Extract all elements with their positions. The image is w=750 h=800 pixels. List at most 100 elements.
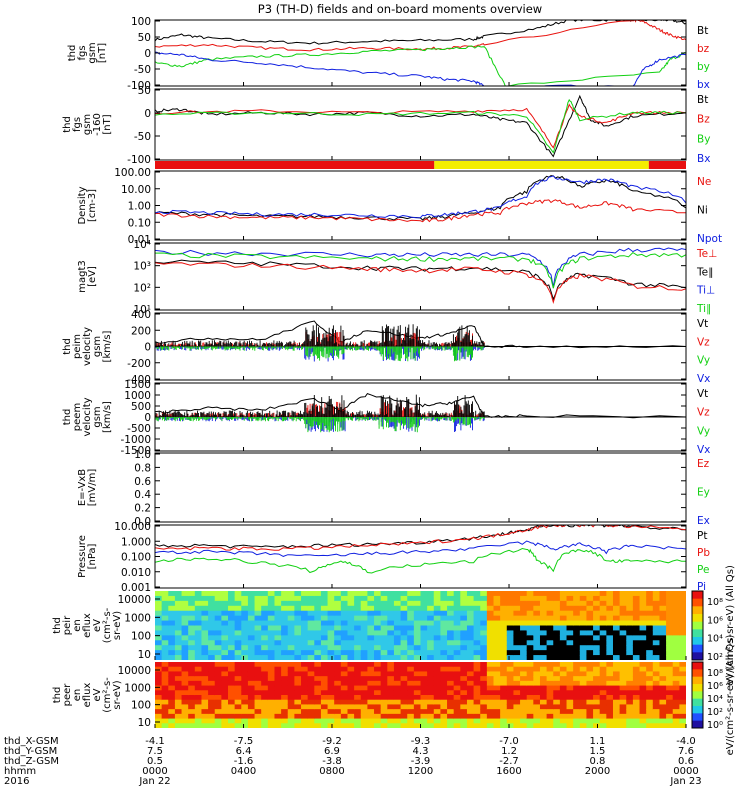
spectrogram-cell [294,600,302,607]
spectrogram-cell [586,662,594,668]
spectrogram-cell [606,620,614,627]
spectrogram-cell [367,680,375,687]
spectrogram-cell [639,605,647,612]
spectrogram-cell [626,671,634,677]
spectrogram-cell [447,718,455,724]
spectrogram-cell [261,610,269,617]
spectrogram-cell [539,695,548,701]
spectrogram-cell [427,709,435,715]
legend-label: Vz [697,336,710,348]
spectrogram-cell [652,723,661,728]
spectrogram-cell [586,595,594,602]
spectrogram-cell [174,671,183,677]
legend-label: Ex [697,515,710,527]
spectrogram-cell [473,615,481,622]
spectrogram-cell [506,591,515,597]
spectrogram-cell [334,685,342,691]
spectrogram-cell [267,610,276,617]
spectrogram-cell [340,650,349,656]
spectrogram-cell [380,685,388,691]
spectrogram-cell [201,695,209,701]
spectrogram-cell [533,591,541,597]
spectrogram-cell [473,685,481,691]
spectrogram-cell [161,685,169,691]
x-axis-annotations: thd_X-GSMthd_Y-GSMthd_Z-GSMhhmm2016-4.17… [4,736,702,787]
spectrogram-cell [254,591,262,597]
spectrogram-cell [327,615,335,622]
spectrogram-cell [506,615,515,622]
spectrogram-cell [513,615,521,622]
spectrogram-cell [334,655,342,660]
spectrogram-cell [228,635,236,641]
spectrogram-cell [440,685,448,691]
spectrogram-cell [646,723,654,728]
spectrogram-cell [181,595,189,602]
spectrogram-cell [480,595,488,602]
x-column-value: 0000 [142,766,167,777]
spectrogram-cell [559,591,568,597]
colorbar-segment [692,676,703,685]
spectrogram-cell [427,655,435,660]
spectrogram-cell [466,713,475,720]
spectrogram-cell [301,699,309,706]
spectrogram-cell [586,685,594,691]
spectrogram-cell [619,676,627,682]
spectrogram-cell [161,605,169,612]
spectrogram-cell [181,704,189,710]
spectrogram-cell [666,695,674,701]
spectrogram-cell [320,610,329,617]
spectrogram-cell [486,666,495,673]
spectrogram-cell [274,610,282,617]
spectrogram-cell [659,713,667,720]
spectrogram-cell [393,591,402,597]
spectrogram-cell [632,662,641,668]
spectrogram-cell [194,718,203,724]
spectrogram-cell [307,625,315,632]
spectrogram-cell [586,591,594,597]
spectrogram-cell [433,704,442,710]
legend-label: Ti∥ [696,303,711,315]
spectrogram-cell [174,591,183,597]
spectrogram-cell [228,600,236,607]
spectrogram-cell [188,709,196,715]
spectrogram-cell [254,605,262,612]
series-line-Ti⊥ [155,247,686,288]
spectrogram-cell [287,690,295,696]
spectrogram-cell [314,655,322,660]
spectrogram-cell [420,615,428,622]
spectrogram-cell [188,650,196,656]
spectrogram-cell [194,645,203,651]
spectrogram-cell [287,709,295,715]
y-tick-label: 10.000 [114,521,151,533]
spectrogram-cell [579,635,588,641]
spectrogram-cell [294,723,302,728]
spectrogram-cell [334,645,342,651]
y-axis-label-line: thd [62,116,73,133]
spectrogram-cell [466,630,475,636]
spectrogram-cell [254,615,262,622]
spectrogram-cell [666,723,674,728]
spectrogram-cell [247,695,256,701]
spectrogram-cell [320,600,329,607]
spectrogram-cell [161,635,169,641]
spectrogram-cell [367,595,375,602]
spectrogram-cell [247,655,256,660]
spectrogram-cell [466,690,475,696]
spectrogram-cell [294,695,302,701]
spectrogram-cell [646,655,654,660]
spectrogram-cell [500,671,508,677]
spectrogram-cell [347,713,355,720]
spectrogram-cell [486,635,495,641]
spectrogram-cell [559,723,568,728]
spectrogram-cell [174,662,183,668]
spectrogram-cell [281,662,289,668]
spectrogram-cell [626,680,634,687]
spectrogram-cell [520,695,528,701]
spectrogram-cell [301,605,309,612]
spectrogram-cell [520,676,528,682]
spectrogram-cell [593,690,601,696]
spectrogram-cell [460,709,468,715]
spectrogram-cell [559,645,568,651]
spectrogram-cell [247,640,256,646]
